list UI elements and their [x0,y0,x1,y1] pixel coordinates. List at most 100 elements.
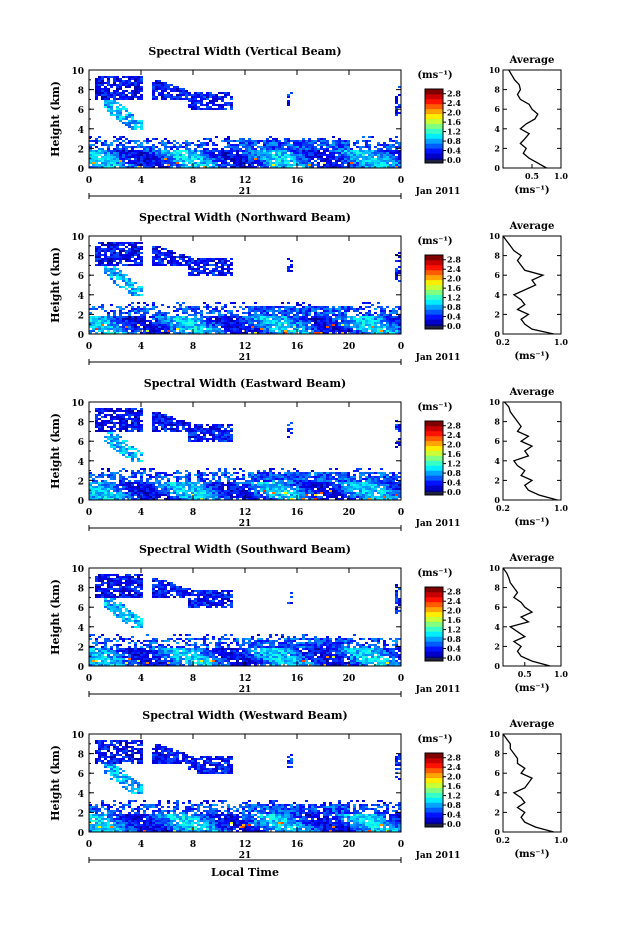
heat-cell [248,490,251,492]
heat-cell [260,488,263,490]
heat-cell [137,120,140,122]
heat-cell [116,330,119,332]
heat-cell [104,144,107,146]
heat-cell [209,310,212,312]
heat-cell [188,104,191,106]
heat-cell [263,146,266,148]
heat-cell [185,430,188,432]
heat-cell [176,94,179,96]
heat-cell [290,492,293,494]
heat-cell [128,318,131,320]
heat-cell [128,116,131,118]
heat-cell [194,92,197,94]
heat-cell [185,156,188,158]
heat-cell [368,158,371,160]
heat-cell [137,430,140,432]
heat-cell [194,150,197,152]
heat-cell [113,94,116,96]
heat-cell [110,496,113,498]
heat-cell [179,158,182,160]
heat-cell [98,80,101,82]
heat-cell [98,324,101,326]
heat-cell [110,250,113,252]
heat-cell [197,270,200,272]
heat-cell [269,306,272,308]
heat-cell [98,316,101,318]
heat-cell [95,260,98,262]
heat-cell [182,494,185,496]
heat-cell [107,490,110,492]
heat-cell [389,152,392,154]
heat-cell [239,160,242,162]
heat-cell [125,428,128,430]
heat-cell [101,320,104,322]
heat-cell [101,158,104,160]
heat-cell [137,322,140,324]
heat-cell [260,494,263,496]
heat-cell [95,422,98,424]
heat-cell [284,472,287,474]
heat-cell [155,98,158,100]
heat-cell [251,164,254,166]
average-frame [502,235,562,335]
heat-cell [353,330,356,332]
heat-cell [104,482,107,484]
heat-cell [98,330,101,332]
colorbar-tick-label: 2.4 [447,264,461,274]
heat-cell [128,76,131,78]
heat-cell [299,144,302,146]
heat-cell [98,76,101,78]
heat-cell [164,486,167,488]
heat-cell [158,158,161,160]
heat-cell [293,480,296,482]
heat-cell [320,142,323,144]
heat-cell [128,124,131,126]
heat-cell [161,158,164,160]
heat-cell [200,496,203,498]
heat-cell [152,144,155,146]
heat-cell [362,320,365,322]
heat-cell [98,94,101,96]
heat-cell [278,316,281,318]
heat-cell [266,492,269,494]
heat-cell [263,160,266,162]
heat-cell [365,316,368,318]
heat-cell [134,328,137,330]
heat-cell [134,492,137,494]
heat-cell [113,316,116,318]
colorbar-frame [424,254,444,330]
heat-cell [164,416,167,418]
heat-cell [323,138,326,140]
heat-cell [242,316,245,318]
heat-cell [182,420,185,422]
heat-cell [305,308,308,310]
heat-cell [140,428,143,430]
heat-cell [308,480,311,482]
heat-cell [326,142,329,144]
heat-cell [224,468,227,470]
heat-cell [188,150,191,152]
heat-cell [98,160,101,162]
heat-cell [149,150,152,152]
heat-cell [305,474,308,476]
heat-cell [98,322,101,324]
heat-cell [158,258,161,260]
heat-cell [119,494,122,496]
heat-cell [176,480,179,482]
heat-cell [92,322,95,324]
heat-cell [131,160,134,162]
heat-cell [170,322,173,324]
heat-cell [128,256,131,258]
heat-cell [95,252,98,254]
heat-cell [338,322,341,324]
heat-cell [125,138,128,140]
heat-cell [188,494,191,496]
heat-cell [149,492,152,494]
heat-cell [392,144,395,146]
heat-cell [200,100,203,102]
heat-cell [107,430,110,432]
heat-cell [398,314,401,316]
heat-cell [212,438,215,440]
heat-cell [221,440,224,442]
heat-cell [287,102,290,104]
